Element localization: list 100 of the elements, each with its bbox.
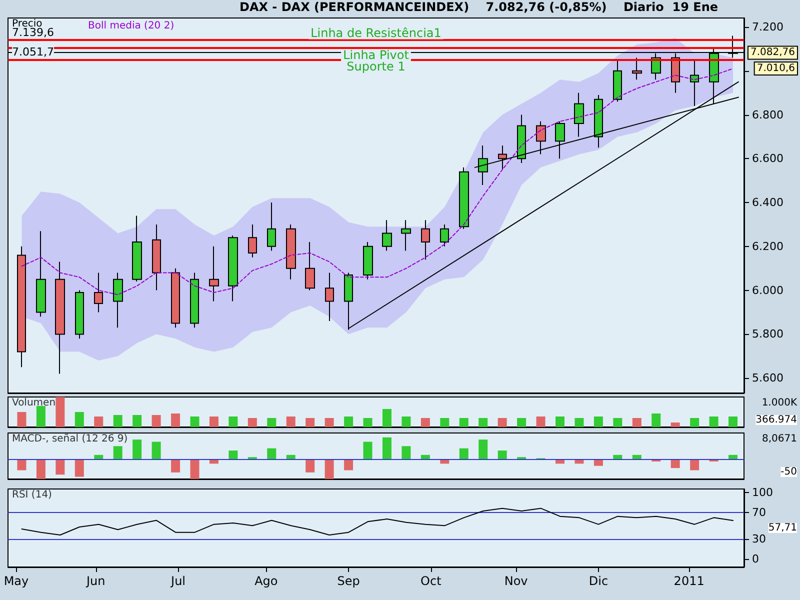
text: 8,0671	[762, 434, 797, 444]
bar	[17, 412, 26, 427]
x-tick-label: Nov	[504, 574, 528, 588]
candlestick	[132, 215, 142, 282]
y-tick-label: 5.600	[752, 372, 784, 385]
bar	[459, 418, 468, 427]
bar	[152, 442, 161, 460]
bar	[478, 418, 488, 427]
bar	[344, 416, 354, 427]
candlestick	[421, 220, 430, 260]
bar	[690, 418, 700, 427]
x-tick-label: Sep	[337, 574, 360, 588]
y-tick-label: 6.600	[752, 152, 784, 166]
candlestick	[382, 220, 392, 252]
y-tick-label: 5.800	[752, 328, 784, 341]
candlestick	[325, 272, 334, 322]
bar	[670, 422, 680, 427]
x-tick-label: 2011	[674, 574, 704, 588]
x-tick-label: May	[4, 574, 29, 588]
bar	[363, 418, 372, 427]
annotation: 7.010,6	[756, 63, 795, 74]
bar	[670, 459, 680, 468]
bar	[324, 459, 334, 479]
candlestick	[286, 224, 296, 280]
bar	[56, 397, 65, 427]
x-tick-label: Oct	[420, 574, 442, 588]
bar	[209, 416, 218, 427]
bar	[190, 416, 200, 427]
bar	[132, 440, 142, 460]
candlestick	[363, 242, 373, 280]
bar	[228, 450, 238, 460]
candlestick	[440, 224, 449, 247]
candlestick	[36, 230, 46, 318]
candlestick	[401, 220, 411, 252]
chart-title: DAX - DAX (PERFORMANCEINDEX) 7.082,76 (-0,85%) Diario 19 Ene	[240, 0, 718, 14]
bar	[171, 414, 180, 427]
bar	[267, 418, 276, 427]
y-tick-label: 7.200	[752, 20, 784, 34]
candlestick	[305, 242, 315, 291]
bar	[459, 448, 468, 460]
bar	[382, 409, 392, 427]
annotation: 7.082,76	[750, 47, 795, 58]
candlestick	[152, 224, 161, 291]
y-tick-label: 6.800	[752, 108, 784, 122]
bar	[74, 459, 84, 477]
bar	[36, 459, 46, 479]
text: 57,71	[768, 522, 797, 534]
candlestick	[113, 272, 123, 328]
bar	[113, 415, 122, 427]
bar	[286, 416, 296, 427]
candlestick	[613, 59, 622, 102]
bar	[56, 459, 65, 475]
text: Boll media (20 2)	[88, 20, 174, 32]
chart-title: MACD-, señal (12 26 9)	[12, 434, 128, 444]
annotation: 7.051,7	[12, 46, 54, 59]
bar	[324, 418, 334, 427]
bar	[132, 415, 142, 427]
bar	[709, 416, 718, 427]
y-tick-label: 100	[752, 486, 773, 499]
bar	[574, 418, 584, 427]
candlestick	[555, 120, 565, 160]
candlestick	[75, 290, 84, 340]
x-tick-label: Dic	[588, 574, 608, 588]
candlestick	[517, 114, 526, 164]
bar	[440, 418, 450, 427]
candlestick	[536, 120, 546, 155]
bar	[498, 418, 507, 427]
bar	[36, 406, 46, 427]
bar	[382, 437, 392, 460]
bar	[306, 459, 315, 472]
x-tick-label: Ago	[254, 574, 278, 588]
bar	[652, 414, 661, 427]
bar	[17, 459, 26, 470]
y-tick-label: 6.400	[752, 196, 784, 210]
candlestick	[94, 272, 103, 313]
y-tick-label: 6.200	[752, 240, 784, 253]
x-tick-label: Jun	[86, 574, 106, 588]
bar	[517, 418, 526, 427]
candlestick	[248, 224, 257, 258]
bar	[94, 416, 104, 427]
text: 1.000K	[762, 398, 798, 408]
bar	[613, 418, 622, 427]
bar	[536, 416, 546, 427]
bar	[556, 416, 564, 427]
bar	[632, 418, 642, 427]
bar	[363, 442, 372, 460]
y-tick-label: 6.000	[752, 284, 784, 297]
candlestick	[690, 59, 699, 106]
chart-title: RSI (14)	[12, 490, 52, 500]
y-tick-label: 0	[752, 552, 759, 566]
candlestick	[267, 202, 276, 252]
chart-title: Volumen	[12, 398, 56, 408]
bar	[267, 448, 276, 460]
bar	[420, 418, 430, 427]
bar	[248, 418, 257, 427]
candlestick	[209, 246, 219, 302]
bar	[690, 459, 700, 470]
bar	[171, 459, 180, 472]
text: 366.974	[756, 414, 797, 426]
candlestick	[574, 92, 584, 138]
